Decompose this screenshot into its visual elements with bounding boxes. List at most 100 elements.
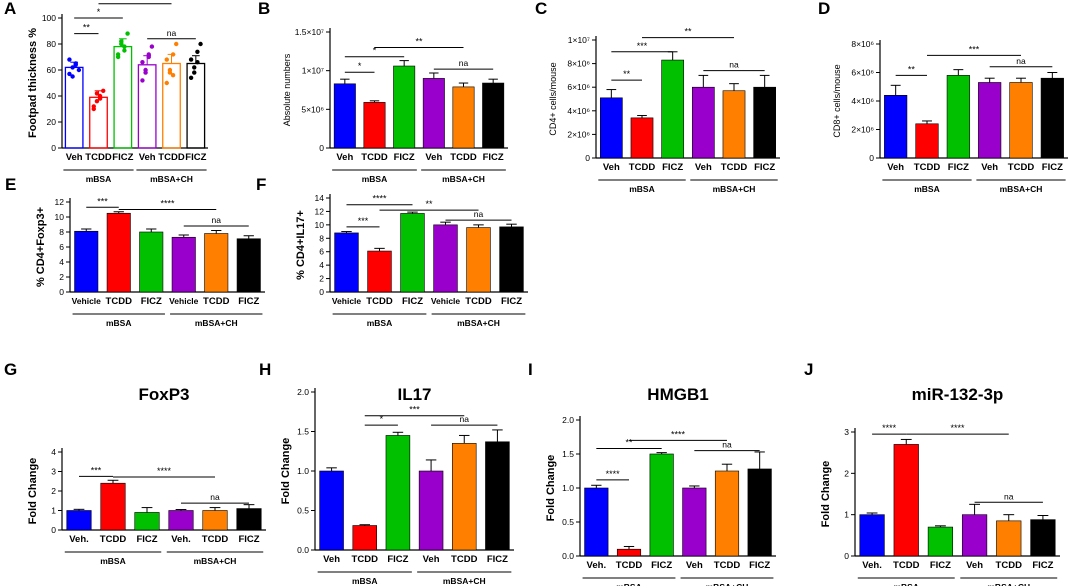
panel-a-group-label: mBSA	[86, 174, 112, 184]
panel-b-sig-label: **	[415, 36, 423, 46]
panel-b-y-tick-label: 1×10⁷	[302, 66, 324, 76]
panel-f-y-label: % CD4+IL17+	[295, 210, 307, 280]
panel-e-sig-label: ***	[97, 196, 108, 206]
panel-c-y-tick-label: 0	[585, 153, 590, 163]
panel-a-data-point	[146, 52, 151, 57]
panel-g-group-label: mBSA+CH	[194, 556, 237, 566]
panel-a-group-label: mBSA+CH	[150, 174, 193, 184]
panel-c-y-tick-label: 6×10⁶	[567, 82, 590, 92]
panel-h-letter: H	[259, 360, 271, 379]
panel-e-sig-label: na	[212, 215, 222, 225]
panel-j-y-tick-label: 1	[844, 510, 849, 520]
panel-b-bar	[363, 102, 386, 149]
panel-j-y-tick-label: 3	[844, 427, 849, 437]
panel-h-y-tick-label: 2.0	[297, 387, 309, 397]
panel-i-y-tick-label: 0.5	[562, 517, 574, 527]
panel-e-bar	[204, 233, 229, 293]
panel-a-bar	[64, 66, 84, 149]
panel-h-title: IL17	[397, 385, 431, 404]
panel-d-bar	[915, 123, 939, 159]
panel-f-bar	[334, 232, 359, 293]
panel-e-bar	[171, 236, 196, 293]
panel-d-letter: D	[818, 0, 830, 18]
panel-c-x-tick-label: FICZ	[662, 162, 683, 173]
panel-a-data-point	[143, 70, 148, 75]
panel-a-y-tick-label: 80	[47, 39, 57, 49]
panel-i-bar	[584, 487, 609, 557]
panel-f-x-tick-label: TCDD	[366, 296, 393, 307]
panel-c-bar	[691, 86, 715, 159]
panel-g-bar	[236, 508, 262, 531]
panel-d-y-tick-label: 6×10⁶	[851, 68, 874, 78]
panel-e-x-tick-label: TCDD	[203, 296, 230, 307]
panel-j-group-label: mBSA	[893, 582, 919, 586]
panel-f-bar	[466, 227, 491, 293]
panel-f-bar	[433, 224, 458, 293]
panel-i-x-tick-label: FICZ	[749, 560, 770, 571]
panel-b-bar	[333, 83, 356, 149]
panel-c-bar	[722, 90, 746, 159]
panel-f-bar	[367, 250, 392, 293]
panel-d-y-tick-label: 4×10⁶	[851, 96, 874, 106]
panel-f-y-tick-label: 12	[315, 206, 325, 216]
panel-i-bar	[714, 470, 740, 557]
panel-j-title: miR-132-3p	[912, 385, 1004, 404]
panel-f-letter: F	[256, 175, 266, 194]
panel-i-sig-label: na	[722, 440, 732, 450]
panel-a-data-point	[198, 41, 203, 47]
panel-d-x-tick-label: Veh	[981, 162, 998, 173]
panel-b-sig-label: *	[358, 61, 362, 71]
panel-h-bar	[418, 470, 444, 551]
panel-h-group-label: mBSA	[352, 576, 378, 586]
panel-e-y-label: % CD4+Foxp3+	[35, 207, 47, 287]
panel-e-bar	[74, 230, 99, 293]
panel-c-x-tick-label: Veh	[603, 162, 620, 173]
panel-i-letter: I	[528, 360, 533, 379]
panel-a-x-tick-label: FICZ	[112, 152, 133, 163]
panel-g-y-tick-label: 0	[51, 525, 56, 535]
panel-h-bar	[319, 470, 344, 551]
panel-i-y-tick-label: 1.5	[562, 449, 574, 459]
panel-f-sig-label: **	[425, 199, 433, 209]
panel-g-y-tick-label: 2	[51, 486, 56, 496]
panel-f-sig-label: ***	[358, 216, 369, 226]
panel-j-x-tick-label: FICZ	[1032, 560, 1053, 571]
panel-a-data-point	[188, 57, 194, 62]
panel-a-data-point	[164, 80, 169, 86]
panel-a-data-point	[125, 31, 130, 36]
panel-b-bar	[422, 78, 445, 149]
panel-g-sig-label: na	[210, 492, 220, 502]
panel-d-bar	[978, 82, 1002, 159]
panel-h-x-tick-label: FICZ	[387, 554, 408, 565]
panel-a-y-tick-label: 100	[42, 13, 56, 23]
panel-a-data-point	[70, 74, 75, 79]
panel-j-sig-label: ****	[882, 423, 897, 433]
panel-f-group-label: mBSA+CH	[457, 318, 500, 328]
panel-g-bar	[134, 512, 160, 531]
panel-a-data-point	[164, 57, 169, 62]
panel-c-sig-label: **	[684, 27, 692, 37]
panel-j-letter: J	[804, 360, 813, 379]
panel-b-group-label: mBSA	[362, 174, 388, 184]
panel-h-bar	[385, 435, 411, 551]
panel-i-bar	[747, 468, 772, 557]
panel-a-data-point	[167, 67, 173, 73]
panel-i-y-label: Fold Change	[545, 455, 557, 522]
panel-j-x-tick-label: FICZ	[930, 560, 951, 571]
panel-f-x-tick-label: TCDD	[465, 296, 492, 307]
panel-i-y-tick-label: 2.0	[562, 415, 574, 425]
panel-e-y-tick-label: 6	[59, 242, 64, 252]
panel-g-title: FoxP3	[138, 385, 189, 404]
panel-e-letter: E	[5, 175, 16, 194]
panel-g-y-tick-label: 3	[51, 467, 56, 477]
panel-a-data-point	[170, 52, 176, 57]
panel-d-sig-label: na	[1016, 56, 1026, 66]
panel-a-data-point	[115, 52, 121, 57]
panel-e-x-tick-label: Vehicle	[72, 296, 102, 306]
panel-h-bar	[352, 525, 377, 551]
panel-c-x-tick-label: TCDD	[629, 162, 656, 173]
panel-i-y-tick-label: 0.0	[562, 551, 574, 561]
panel-e-y-tick-label: 10	[55, 212, 65, 222]
panel-i-x-tick-label: Veh.	[587, 560, 607, 571]
panel-g-x-tick-label: Veh.	[171, 534, 191, 545]
